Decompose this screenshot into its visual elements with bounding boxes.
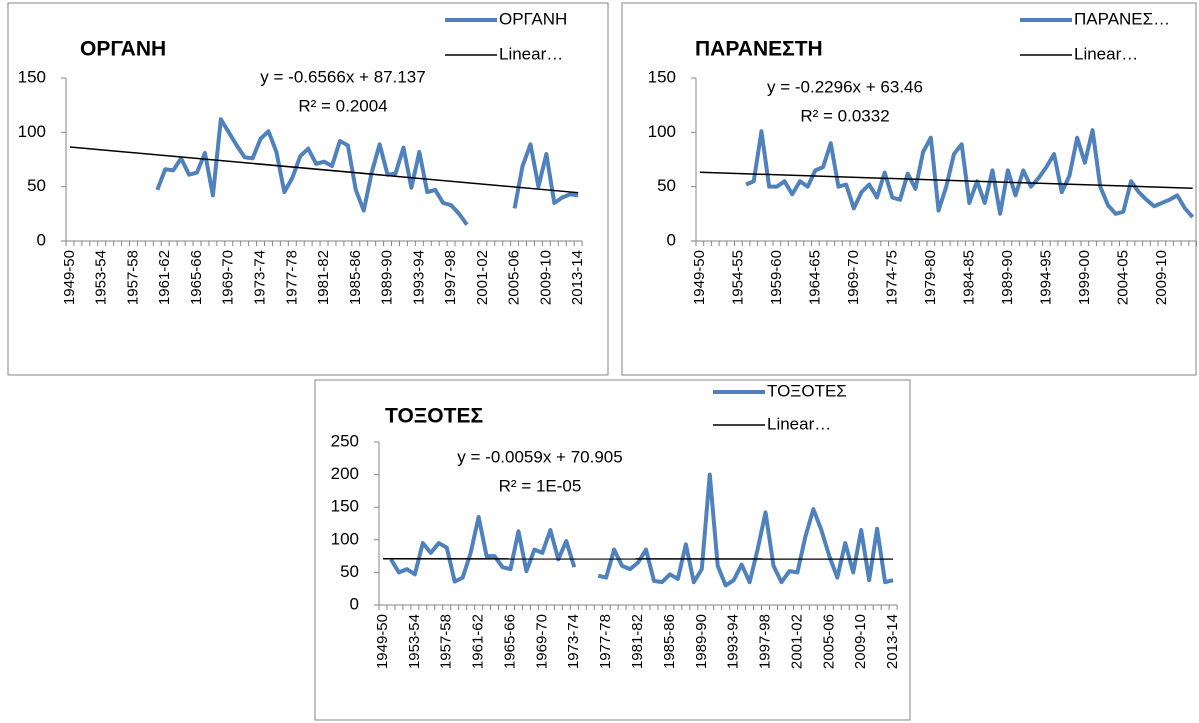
x-tick-label: 1973-74 bbox=[251, 250, 268, 305]
x-tick-label: 1959-60 bbox=[768, 250, 785, 305]
x-tick-label: 1977-78 bbox=[597, 614, 614, 669]
y-tick-label: 100 bbox=[648, 122, 676, 141]
x-tick-label: 1985-86 bbox=[347, 250, 364, 305]
x-tick-label: 1985-86 bbox=[661, 614, 678, 669]
x-tick-label: 1961-62 bbox=[156, 250, 173, 305]
series-line bbox=[597, 472, 894, 588]
x-tick-label: 2013-14 bbox=[884, 614, 901, 669]
x-tick-label: 1965-66 bbox=[188, 250, 205, 305]
chart-title: ΤΟΞΟΤΕΣ bbox=[385, 405, 483, 428]
y-tick-label: 200 bbox=[331, 464, 359, 483]
legend-label: Linear… bbox=[767, 414, 831, 433]
y-tick-label: 100 bbox=[18, 122, 46, 141]
y-tick-label: 50 bbox=[340, 562, 359, 581]
x-tick-label: 1969-70 bbox=[845, 250, 862, 305]
y-tick-label: 50 bbox=[27, 176, 46, 195]
x-tick-label: 1957-58 bbox=[438, 614, 455, 669]
y-tick-label: 0 bbox=[350, 594, 359, 613]
x-tick-label: 2001-02 bbox=[474, 250, 491, 305]
chart-title: ΟΡΓΑΝΗ bbox=[80, 38, 166, 61]
legend-label: Linear… bbox=[499, 44, 563, 63]
trendline-equation: y = -0.6566x + 87.137 bbox=[260, 67, 425, 86]
trendline bbox=[699, 171, 1193, 190]
x-tick-label: 2013-14 bbox=[569, 250, 586, 305]
x-tick-label: 1993-94 bbox=[410, 250, 427, 305]
x-tick-label: 1949-50 bbox=[374, 614, 391, 669]
trendline-equation: y = -0.0059x + 70.905 bbox=[457, 447, 622, 466]
x-tick-label: 1974-75 bbox=[883, 250, 900, 305]
trendline-equation: y = -0.2296x + 63.46 bbox=[767, 77, 923, 96]
x-tick-label: 1993-94 bbox=[725, 614, 742, 669]
x-tick-label: 1999-00 bbox=[1076, 250, 1093, 305]
x-tick-label: 2004-05 bbox=[1114, 250, 1131, 305]
x-tick-label: 1961-62 bbox=[470, 614, 487, 669]
x-tick-label: 1969-70 bbox=[533, 614, 550, 669]
x-tick-label: 1981-82 bbox=[629, 614, 646, 669]
x-tick-label: 1973-74 bbox=[565, 614, 582, 669]
x-tick-label: 1994-95 bbox=[1037, 250, 1054, 305]
trendline-r2: R² = 1E-05 bbox=[499, 476, 582, 495]
x-tick-label: 1965-66 bbox=[501, 614, 518, 669]
series-line bbox=[155, 117, 469, 226]
x-tick-label: 2005-06 bbox=[820, 614, 837, 669]
y-tick-label: 250 bbox=[331, 431, 359, 450]
x-tick-label: 2005-06 bbox=[506, 250, 523, 305]
y-tick-label: 50 bbox=[657, 176, 676, 195]
x-tick-label: 1989-90 bbox=[379, 250, 396, 305]
series-line bbox=[745, 128, 1195, 219]
x-tick-label: 2009-10 bbox=[537, 250, 554, 305]
y-tick-label: 150 bbox=[331, 497, 359, 516]
x-tick-label: 1989-90 bbox=[999, 250, 1016, 305]
legend-label: ΤΟΞΟΤΕΣ bbox=[767, 381, 847, 400]
chart-title: ΠΑΡΑΝΕΣΤΗ bbox=[695, 38, 823, 61]
y-tick-label: 150 bbox=[18, 67, 46, 86]
legend-label: ΟΡΓΑΝΗ bbox=[499, 9, 567, 28]
x-tick-label: 1969-70 bbox=[220, 250, 237, 305]
x-tick-label: 1979-80 bbox=[922, 250, 939, 305]
x-tick-label: 2001-02 bbox=[788, 614, 805, 669]
legend-label: ΠΑΡΑΝΕΣ… bbox=[1074, 9, 1170, 28]
x-tick-label: 1981-82 bbox=[315, 250, 332, 305]
x-tick-label: 1977-78 bbox=[283, 250, 300, 305]
x-tick-label: 2009-10 bbox=[852, 614, 869, 669]
series-line bbox=[389, 514, 577, 584]
chart-frame bbox=[7, 2, 609, 376]
series-line bbox=[512, 142, 579, 209]
trendline-r2: R² = 0.2004 bbox=[298, 96, 387, 115]
x-tick-label: 1949-50 bbox=[61, 250, 78, 305]
x-tick-label: 1964-65 bbox=[806, 250, 823, 305]
x-tick-label: 1954-55 bbox=[729, 250, 746, 305]
x-tick-label: 1997-98 bbox=[442, 250, 459, 305]
x-tick-label: 1953-54 bbox=[406, 614, 423, 669]
trendline bbox=[69, 146, 579, 194]
y-tick-label: 100 bbox=[331, 529, 359, 548]
y-tick-label: 150 bbox=[648, 67, 676, 86]
x-tick-label: 1953-54 bbox=[93, 250, 110, 305]
y-tick-label: 0 bbox=[37, 230, 46, 249]
trendline-r2: R² = 0.0332 bbox=[800, 106, 889, 125]
x-tick-label: 1989-90 bbox=[693, 614, 710, 669]
x-tick-label: 1984-85 bbox=[960, 250, 977, 305]
y-tick-label: 0 bbox=[667, 230, 676, 249]
x-tick-label: 1957-58 bbox=[124, 250, 141, 305]
legend-label: Linear… bbox=[1074, 44, 1138, 63]
x-tick-label: 1949-50 bbox=[691, 250, 708, 305]
x-tick-label: 2009-10 bbox=[1153, 250, 1170, 305]
x-tick-label: 1997-98 bbox=[757, 614, 774, 669]
